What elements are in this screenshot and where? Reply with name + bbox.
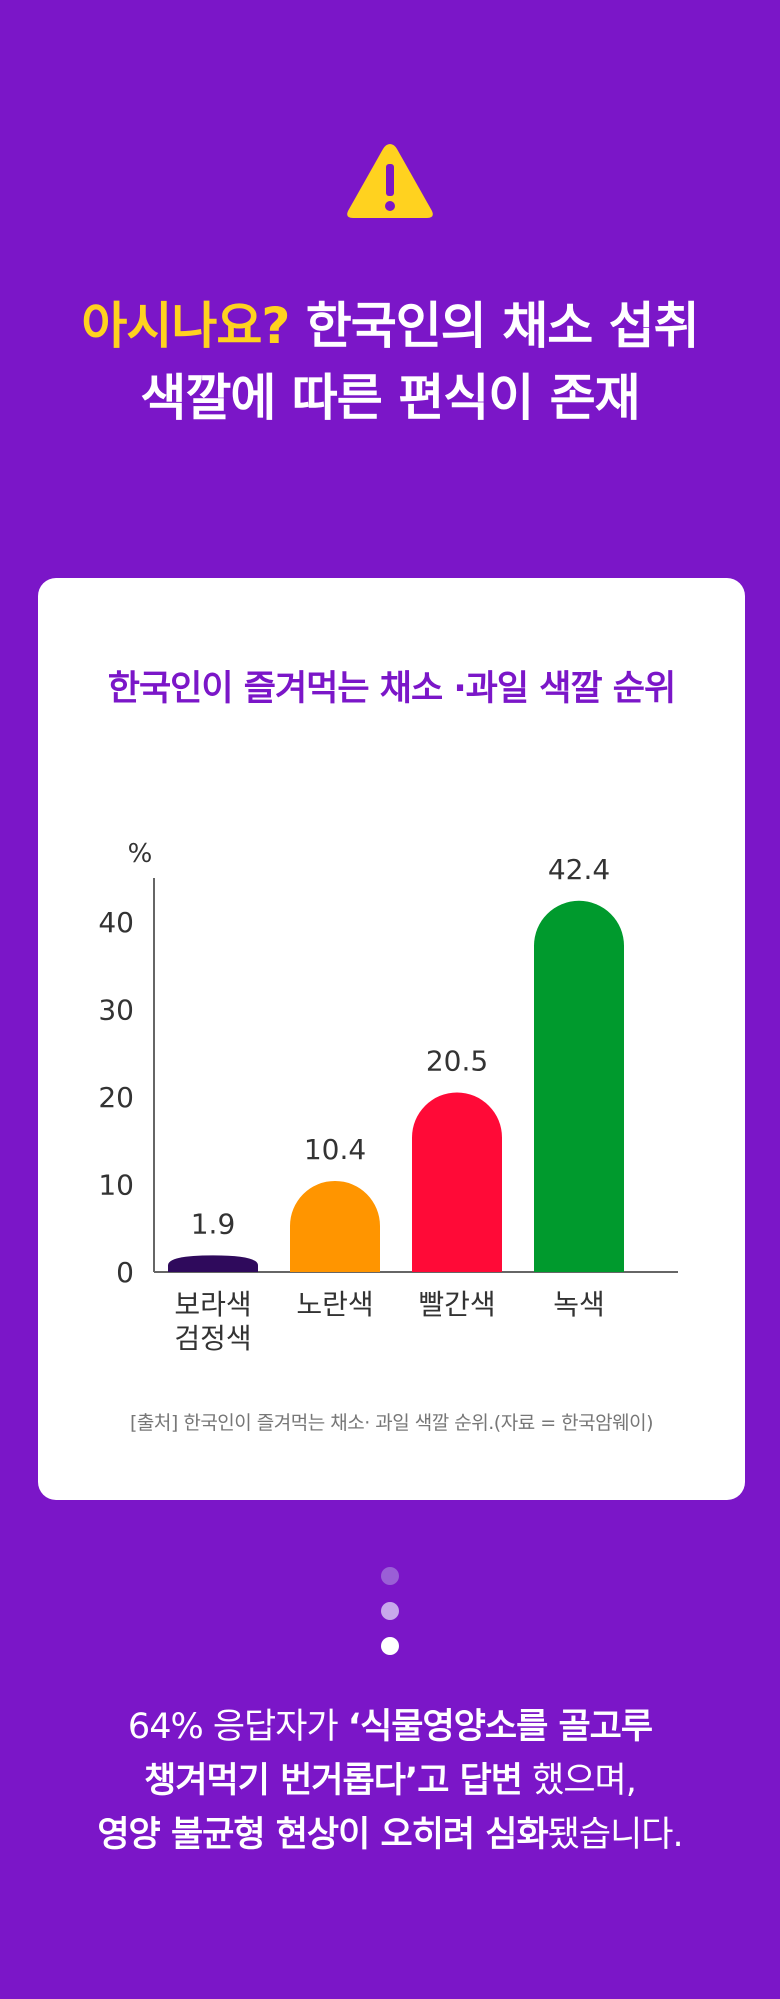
y-tick-label-3: 30: [98, 993, 134, 1026]
x-tick-label-0-0: 보라색: [174, 1288, 251, 1321]
pager-dot-1: [381, 1567, 399, 1585]
footer-line-3b: 됐습니다.: [547, 1815, 684, 1855]
x-tick-label-0-1: 검정색: [174, 1322, 251, 1355]
bar-1: [290, 1180, 380, 1272]
y-tick-label-2: 20: [98, 1081, 134, 1114]
headline-accent: 아시나요?: [81, 297, 290, 355]
x-tick-label-2-0: 빨간색: [418, 1288, 495, 1321]
headline-line-1: 아시나요? 한국인의 채소 섭취: [0, 290, 780, 362]
chart-card: 한국인이 즐겨먹는 채소 ·과일 색깔 순위 % 0 10 20 30 40 1.9 보라색 검…: [38, 578, 745, 1500]
footer-line-3a: 영양 불균형 현상이 오히려 심화: [97, 1815, 548, 1855]
chart-title: 한국인이 즐겨먹는 채소 ·과일 색깔 순위: [107, 669, 676, 709]
bar-value-label-3: 42.4: [548, 853, 610, 886]
headline-line-2: 색깔에 따른 편식이 존재: [140, 369, 640, 427]
footer-line-1b: ‘식물영양소를 골고루: [347, 1707, 653, 1747]
bar-value-label-1: 10.4: [304, 1133, 366, 1166]
footer-line-2a: 챙겨먹기 번거롭다’고 답변: [144, 1761, 523, 1801]
source-note: [출처] 한국인이 즐겨먹는 채소· 과일 색깔 순위.(자료 = 한국암웨이): [130, 1412, 653, 1434]
footer-line-2: 챙겨먹기 번거롭다’고 답변 했으며,: [0, 1754, 780, 1808]
bar-2: [412, 1092, 502, 1272]
bar-value-label-2: 20.5: [426, 1045, 488, 1078]
bar-0: [168, 1255, 258, 1272]
bar-3: [534, 900, 624, 1272]
footer-line-1a: 64% 응답자가: [127, 1707, 348, 1747]
footer-line-1: 64% 응답자가 ‘식물영양소를 골고루: [0, 1700, 780, 1754]
footer-line-3: 영양 불균형 현상이 오히려 심화됐습니다.: [0, 1808, 780, 1862]
pager-dot-3: [381, 1637, 399, 1655]
x-tick-label-3-0: 녹색: [553, 1288, 605, 1321]
y-tick-label-1: 10: [98, 1168, 134, 1201]
x-tick-label-1-0: 노란색: [296, 1288, 373, 1321]
footer-line-2b: 했으며,: [522, 1761, 637, 1801]
y-axis-unit-label: %: [128, 839, 153, 869]
warning-icon: [347, 144, 433, 218]
headline-line-1-text: 한국인의 채소 섭취: [289, 297, 700, 355]
pager-dot-2: [381, 1602, 399, 1620]
y-tick-label-4: 40: [98, 906, 134, 939]
bar-value-label-0: 1.9: [191, 1207, 236, 1240]
y-tick-label-0: 0: [116, 1256, 134, 1289]
